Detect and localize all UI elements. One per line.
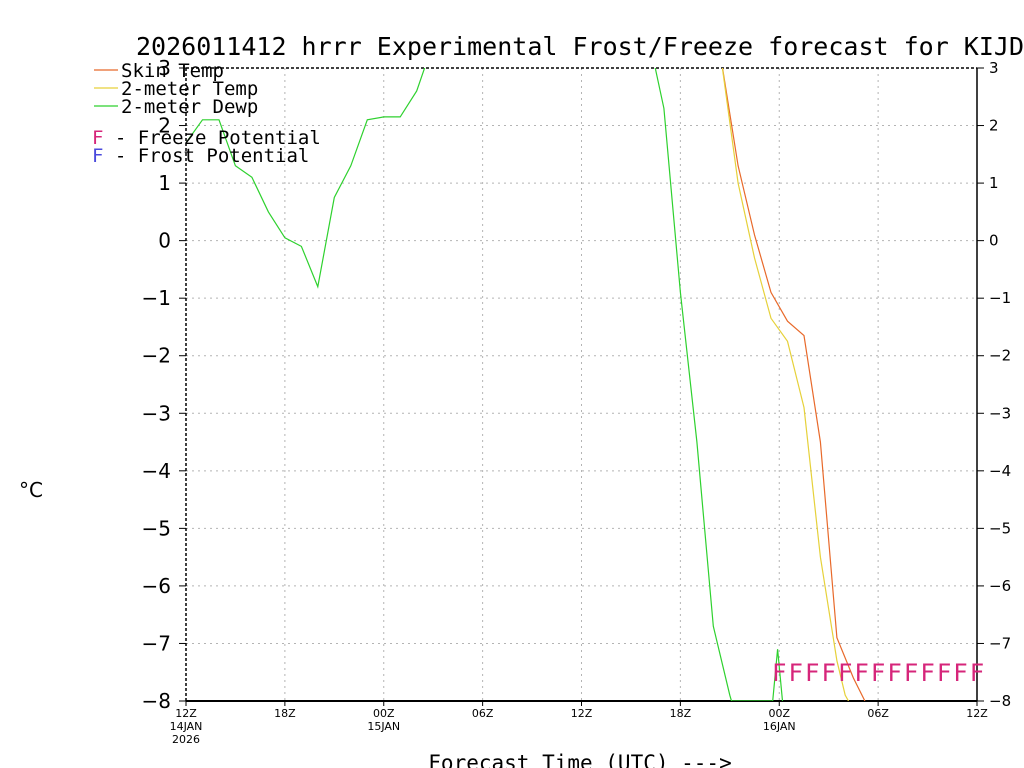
y-tick-label-left: 1 (158, 171, 171, 195)
potential-legend-item: F - Frost Potential (92, 145, 309, 167)
x-tick-date: 16JAN (763, 720, 796, 733)
x-tick-label: 06Z (472, 707, 494, 720)
x-tick-label: 12Z (571, 707, 593, 720)
y-tick-label-left: 0 (158, 229, 171, 253)
x-tick-date: 14JAN (170, 720, 203, 733)
y-tick-label-right: −7 (989, 634, 1011, 652)
y-tick-label-left: −4 (142, 459, 171, 483)
series-line-skin-temp (721, 68, 866, 701)
freeze-marker: F (821, 659, 835, 687)
y-tick-label-right: −2 (989, 347, 1011, 365)
x-axis-label: Forecast Time (UTC) ---> (428, 751, 731, 768)
y-tick-label-left: 2 (158, 114, 171, 138)
x-tick-label: 18Z (274, 707, 296, 720)
series-lines (186, 68, 866, 701)
y-tick-label-left: −5 (142, 516, 171, 540)
x-tick-label: 12Z (175, 707, 197, 720)
freeze-marker: F (970, 659, 984, 687)
freeze-marker: F (920, 659, 934, 687)
y-tick-label-right: 3 (989, 59, 999, 77)
freeze-marker: F (871, 659, 885, 687)
y-tick-label-left: −7 (142, 631, 171, 655)
legend-label: 2-meter Temp (121, 78, 258, 100)
y-axis-label: °C (19, 478, 43, 502)
freeze-marker: F (904, 659, 918, 687)
freeze-marker: F (854, 659, 868, 687)
chart-title: 2026011412 hrrr Experimental Frost/Freez… (136, 32, 1024, 61)
freeze-marker: F (772, 659, 786, 687)
axes: 3 3 2 2 1 1 0 0 −1 −1 −2 −2 −3 −3 −4 −4 −5 −5 −6 −6 −7 −7 −8 −8… (142, 56, 1012, 746)
x-tick-year: 2026 (172, 733, 200, 746)
legend-label: Skin Temp (121, 60, 224, 82)
potential-legend-item: F - Freeze Potential (92, 127, 321, 149)
x-tick-label: 00Z (373, 707, 395, 720)
freeze-marker: F (805, 659, 819, 687)
potential-legend-label: - Frost Potential (103, 145, 309, 167)
y-tick-label-right: −6 (989, 577, 1011, 595)
y-tick-label-left: 3 (158, 56, 171, 80)
freeze-marker: F (953, 659, 967, 687)
y-tick-label-left: −6 (142, 574, 171, 598)
x-tick-label: 00Z (768, 707, 790, 720)
y-tick-label-left: −8 (142, 689, 171, 713)
y-tick-label-right: −1 (989, 289, 1011, 307)
x-tick-label: 12Z (966, 707, 988, 720)
x-tick-label: 06Z (867, 707, 889, 720)
series-line-2-meter-temp (721, 68, 850, 701)
y-tick-label-right: 2 (989, 117, 999, 135)
series-line-2-meter-dewp (186, 68, 784, 701)
potential-legend-symbol: F (92, 127, 103, 149)
x-tick-label: 18Z (670, 707, 692, 720)
y-tick-label-left: −1 (142, 286, 171, 310)
y-tick-label-right: −3 (989, 404, 1011, 422)
freeze-marker: F (887, 659, 901, 687)
potential-legend-label: - Freeze Potential (103, 127, 320, 149)
y-tick-label-right: −5 (989, 519, 1011, 537)
y-tick-label-left: −2 (142, 344, 171, 368)
y-tick-label-right: −8 (989, 692, 1011, 710)
y-tick-label-left: −3 (142, 401, 171, 425)
potential-legend-symbol: F (92, 145, 103, 167)
legend-label: 2-meter Dewp (121, 96, 258, 118)
y-tick-label-right: 0 (989, 232, 999, 250)
freeze-marker: F (789, 659, 803, 687)
freeze-marker: F (838, 659, 852, 687)
y-tick-label-right: 1 (989, 174, 999, 192)
freeze-marker: F (937, 659, 951, 687)
x-tick-date: 15JAN (367, 720, 400, 733)
y-tick-label-right: −4 (989, 462, 1011, 480)
